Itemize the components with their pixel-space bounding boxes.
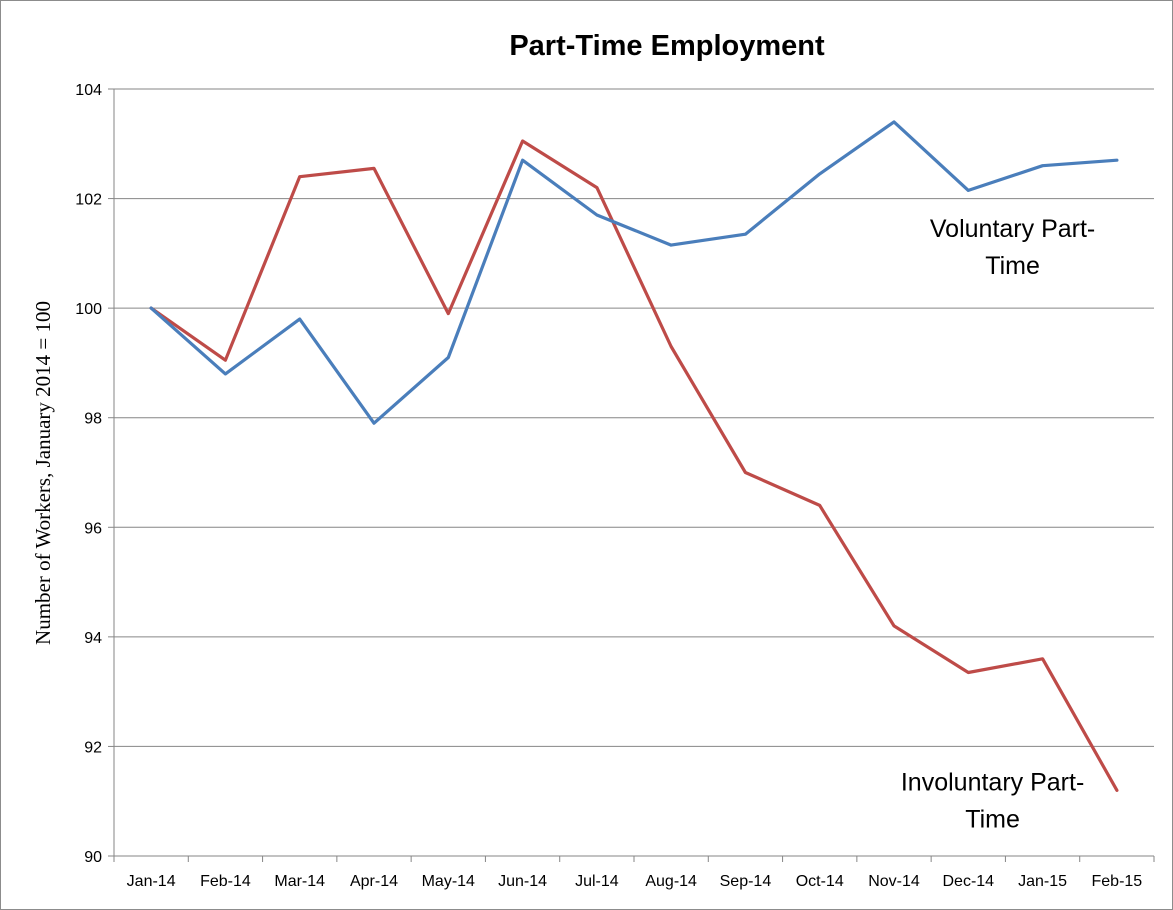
x-tick-label: Jan-14 — [127, 873, 176, 890]
y-axis-label: Number of Workers, January 2014 = 100 — [31, 301, 55, 645]
y-tick-label: 98 — [84, 411, 102, 428]
y-tick-label: 90 — [84, 849, 102, 866]
y-tick-labels: 90 92 94 96 98 100 102 104 — [75, 82, 102, 866]
x-tick-labels: Jan-14 Feb-14 Mar-14 Apr-14 May-14 Jun-14 Jul-… — [127, 873, 1143, 890]
annotation-line: Involuntary Part- — [901, 768, 1084, 796]
annotation-involuntary-part-time: Involuntary Part- Time — [901, 768, 1084, 833]
y-tick-label: 92 — [84, 739, 102, 756]
series-lines — [149, 120, 1119, 792]
annotation-line: Time — [965, 805, 1020, 833]
x-tick-label: Feb-14 — [200, 873, 251, 890]
y-tick-label: 94 — [84, 630, 102, 647]
x-tick-label: Aug-14 — [645, 873, 697, 890]
x-tick-label: Mar-14 — [274, 873, 325, 890]
series-line-involuntary-part-time — [149, 139, 1119, 792]
series-annotations: Voluntary Part- Time Involuntary Part- Time — [901, 215, 1095, 833]
x-tick-label: Oct-14 — [796, 873, 844, 890]
x-tick-label: Jul-14 — [575, 873, 619, 890]
y-tick-label: 102 — [75, 192, 102, 209]
y-tick-label: 96 — [84, 520, 102, 537]
gridlines — [114, 88, 1154, 747]
x-tick-label: Nov-14 — [868, 873, 920, 890]
y-tick-label: 104 — [75, 82, 102, 99]
x-tick-label: Feb-15 — [1092, 873, 1143, 890]
x-tick-label: Jun-14 — [498, 873, 547, 890]
series-line-voluntary-part-time — [149, 120, 1119, 425]
x-tick-label: Apr-14 — [350, 873, 398, 890]
x-tick-label: May-14 — [422, 873, 475, 890]
axes — [108, 88, 1155, 862]
annotation-voluntary-part-time: Voluntary Part- Time — [930, 215, 1095, 280]
x-tick-label: Sep-14 — [720, 873, 772, 890]
x-tick-label: Dec-14 — [942, 873, 994, 890]
annotation-line: Voluntary Part- — [930, 215, 1095, 243]
annotation-line: Time — [985, 252, 1040, 280]
y-tick-label: 100 — [75, 301, 102, 318]
x-tick-label: Jan-15 — [1018, 873, 1067, 890]
chart-title: Part-Time Employment — [509, 30, 825, 62]
